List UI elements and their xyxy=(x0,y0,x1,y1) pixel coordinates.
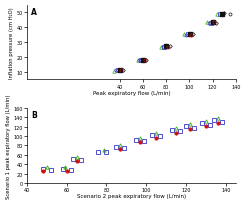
Text: B: B xyxy=(31,111,37,120)
X-axis label: Scenario 2 peak expiratory flow (L/min): Scenario 2 peak expiratory flow (L/min) xyxy=(77,194,186,198)
Text: A: A xyxy=(31,8,37,17)
X-axis label: Peak expiratory flow (L/min): Peak expiratory flow (L/min) xyxy=(92,91,170,95)
Y-axis label: Scenario 1 peak expiratory flow (L/min): Scenario 1 peak expiratory flow (L/min) xyxy=(6,94,11,198)
Y-axis label: Inflation pressure (cm H₂O): Inflation pressure (cm H₂O) xyxy=(9,7,14,79)
